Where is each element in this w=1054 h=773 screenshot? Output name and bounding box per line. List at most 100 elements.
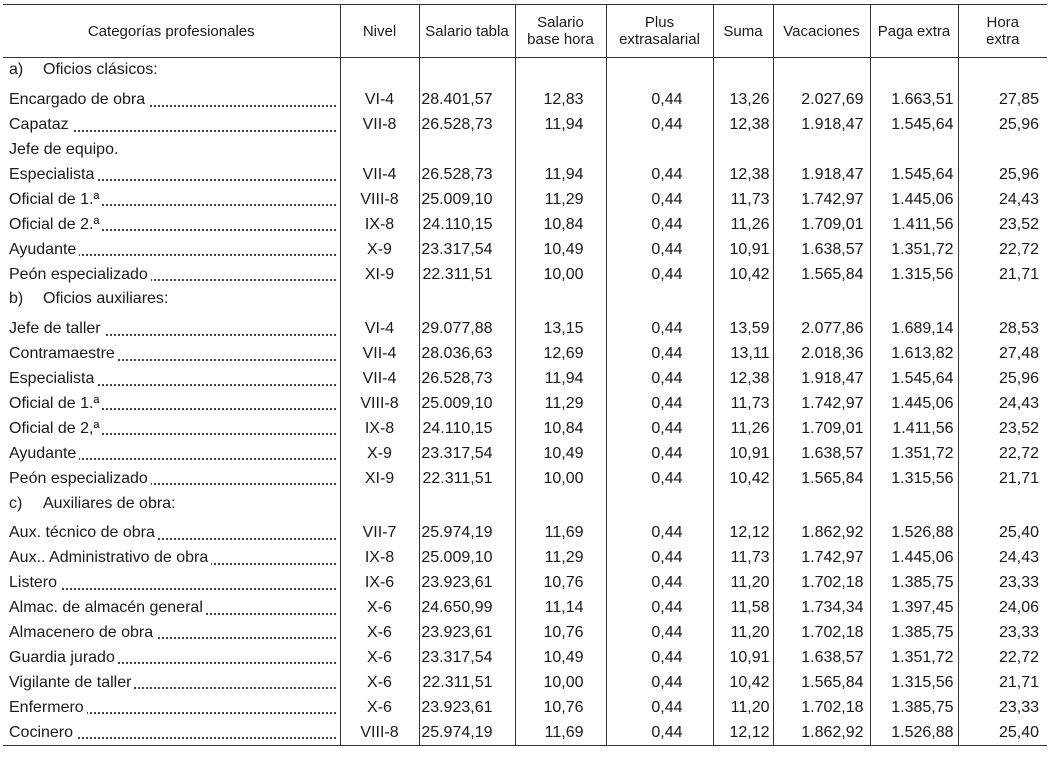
category-label: Cocinero (9, 723, 77, 741)
empty-cell (772, 311, 870, 317)
cell-hora-extra: 23,33 (957, 570, 1047, 596)
empty-cell (957, 491, 1047, 517)
cell-nivel: VI-4 (339, 316, 419, 342)
cell-paga-extra: 1.351,72 (869, 645, 958, 671)
cell-hora-extra: 25,96 (957, 112, 1047, 138)
empty-cell (605, 311, 713, 317)
cell-base-hora: 10,76 (514, 620, 606, 646)
cell-base-hora: 10,49 (514, 237, 606, 263)
cell-salario-tabla: 25.009,10 (418, 545, 515, 571)
cell-plus: 0,44 (605, 162, 713, 188)
cell-category: Capataz (3, 113, 340, 138)
category-label: Encargado de obra (9, 91, 149, 109)
cell-suma: 11,73 (712, 187, 773, 213)
category-label: Oficial de 2,ª (9, 419, 103, 437)
cell-suma: 11,26 (712, 416, 773, 442)
dot-leader (9, 408, 336, 411)
cell-hora-extra: 21,71 (957, 670, 1047, 696)
section-letter: c) (9, 494, 23, 512)
dot-leader (9, 637, 336, 640)
category-label: Especialista (9, 370, 98, 388)
cell-base-hora: 11,29 (514, 545, 606, 571)
cell-nivel: IX-8 (339, 212, 419, 238)
cell-nivel: VII-7 (339, 521, 419, 546)
cell-suma: 12,38 (712, 112, 773, 138)
header-hora-extra-line2: extra (986, 31, 1020, 48)
cell-nivel: X-6 (339, 620, 419, 646)
cell-plus: 0,44 (605, 441, 713, 467)
empty-cell (339, 311, 419, 317)
empty-cell (605, 57, 713, 83)
section-heading: c) Auxiliares de obra: (3, 491, 340, 516)
header-plus-line1: Plus (644, 14, 675, 31)
cell-hora-extra: 25,96 (957, 162, 1047, 188)
table-body: a) Oficios clásicos: Encargado de obra VI-4… (3, 57, 1047, 747)
table-row: Oficial de 2,ª IX-8 24.110,15 10,84 0,44 11,2… (3, 416, 1047, 442)
cell-salario-tabla: 25.974,19 (418, 720, 515, 747)
cell-plus: 0,44 (605, 620, 713, 646)
empty-cell (957, 516, 1047, 522)
table-row: Ayudante X-9 23.317,54 10,49 0,44 10,91 1.638,… (3, 237, 1047, 263)
cell-plus: 0,44 (605, 645, 713, 671)
category-label: Jefe de taller (9, 320, 104, 338)
cell-paga-extra: 1.411,56 (869, 416, 958, 442)
cell-nivel: X-9 (339, 237, 419, 263)
cell-paga-extra: 1.445,06 (869, 391, 958, 417)
cell-vacaciones: 1.862,92 (772, 521, 870, 546)
dot-leader (9, 204, 336, 207)
cell-salario-tabla: 25.009,10 (418, 187, 515, 213)
cell-plus: 0,44 (605, 341, 713, 367)
empty-cell (869, 57, 958, 83)
cell-hora-extra: 23,33 (957, 620, 1047, 646)
cell-nivel: VIII-8 (339, 187, 419, 213)
cell-paga-extra (869, 137, 958, 163)
empty-cell (712, 491, 773, 517)
cell-paga-extra: 1.445,06 (869, 187, 958, 213)
category-label: Oficial de 2.ª (9, 215, 103, 233)
table-row: Aux.. Administrativo de obra IX-8 25.009,1… (3, 545, 1047, 571)
cell-category: Almac. de almacén general (3, 596, 340, 621)
cell-salario-tabla: 25.974,19 (418, 521, 515, 546)
cell-vacaciones: 2.077,86 (772, 316, 870, 342)
table-row: Aux. técnico de obra VII-7 25.974,19 11,69 0… (3, 521, 1047, 546)
cell-suma: 13,11 (712, 341, 773, 367)
cell-category: Encargado de obra (3, 88, 340, 113)
cell-base-hora: 12,69 (514, 341, 606, 367)
header-vacaciones: Vacaciones (772, 4, 870, 58)
cell-base-hora: 10,00 (514, 466, 606, 492)
cell-salario-tabla: 24.110,15 (418, 416, 515, 442)
cell-salario-tabla: 28.401,57 (418, 87, 515, 113)
cell-hora-extra: 22,72 (957, 237, 1047, 263)
cell-hora-extra: 25,40 (957, 720, 1047, 747)
cell-hora-extra: 23,33 (957, 695, 1047, 721)
section-heading: b) Oficios auxiliares: (3, 287, 340, 312)
cell-category: Ayudante (3, 237, 340, 262)
dot-leader (9, 537, 336, 540)
cell-base-hora: 10,76 (514, 695, 606, 721)
cell-hora-extra: 25,96 (957, 366, 1047, 392)
cell-vacaciones: 1.742,97 (772, 391, 870, 417)
cell-suma: 12,38 (712, 162, 773, 188)
cell-category: Aux.. Administrativo de obra (3, 546, 340, 571)
cell-vacaciones: 1.918,47 (772, 112, 870, 138)
cell-base-hora: 10,00 (514, 670, 606, 696)
category-label: Especialista (9, 166, 98, 183)
header-salario-tabla: Salario tabla (418, 4, 515, 58)
cell-base-hora: 11,29 (514, 391, 606, 417)
dot-leader (9, 279, 336, 282)
cell-paga-extra: 1.315,56 (869, 262, 958, 288)
cell-suma: 10,91 (712, 645, 773, 671)
cell-salario-tabla: 22.311,51 (418, 262, 515, 288)
cell-paga-extra: 1.385,75 (869, 695, 958, 721)
cell-plus (605, 137, 713, 163)
empty-cell (339, 516, 419, 522)
cell-salario-tabla: 26.528,73 (418, 366, 515, 392)
dot-leader (9, 383, 336, 386)
empty-cell (712, 287, 773, 312)
cell-paga-extra: 1.351,72 (869, 441, 958, 467)
empty-cell (418, 287, 515, 312)
header-plus-line2: extrasalarial (619, 31, 700, 48)
cell-vacaciones (772, 137, 870, 163)
cell-base-hora: 11,69 (514, 521, 606, 546)
cell-nivel: X-6 (339, 695, 419, 721)
